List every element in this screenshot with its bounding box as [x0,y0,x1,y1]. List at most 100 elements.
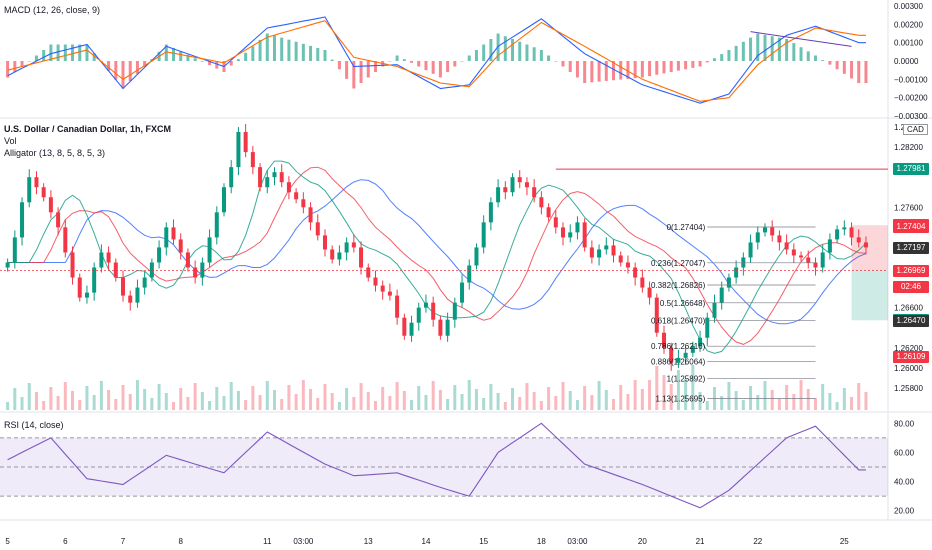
volume-bar [511,388,515,410]
macd-histogram-bar [345,61,349,79]
volume-bar [71,391,75,410]
volume-bar [785,385,789,410]
candle-body [113,262,118,278]
macd-histogram-bar [164,44,168,61]
candle-body [445,319,450,336]
volume-bar [474,389,478,410]
candle-body [193,267,198,278]
candle-body [488,202,493,223]
time-tick-label: 11 [263,537,272,546]
candle-body [460,282,465,303]
alligator-jaw [7,179,867,325]
candle-body [128,295,133,303]
macd-histogram-bar [143,61,147,67]
macd-histogram-bar [821,60,825,61]
candle-body [856,237,861,243]
macd-histogram-bar [85,44,89,61]
candle-body [669,347,674,363]
volume-bar [34,392,38,410]
time-tick-label: 22 [753,537,762,546]
macd-histogram-bar [554,61,558,62]
time-tick-label: 6 [63,537,68,546]
macd-histogram-bar [410,61,414,63]
fib-level-label: 0.5(1.26648) [660,299,706,308]
candle-body [99,252,104,268]
candle-body [185,252,190,268]
volume-bar [6,402,10,410]
alligator-teeth [7,166,867,345]
volume-bar [799,380,803,410]
volume-bar [294,394,298,410]
macd-histogram-bar [107,61,111,71]
volume-bar [604,390,608,410]
fib-level-label: 1.13(1.25695) [655,394,705,403]
macd-histogram-bar [799,47,803,61]
macd-histogram-bar [78,44,82,61]
macd-histogram-bar [280,37,284,61]
volume-bar [157,384,161,410]
macd-histogram-bar [402,59,406,61]
macd-histogram-bar [864,61,868,83]
volume-bar [265,381,269,410]
macd-histogram-bar [287,39,291,61]
fib-level-label: 0(1.27404) [667,223,706,232]
candle-body [70,252,75,278]
macd-histogram-bar [20,61,24,67]
volume-bar [806,389,810,410]
volume-bar [828,393,832,410]
time-tick-label: 13 [364,537,373,546]
rsi-line [7,422,866,509]
volume-bar [669,384,673,410]
macd-histogram-bar [244,52,248,61]
volume-bar [222,396,226,410]
macd-tick-label: −0.00300 [894,112,928,121]
volume-bar [770,390,774,410]
time-tick-label: 18 [537,537,546,546]
candle-body [12,237,17,263]
time-tick-label: 7 [121,537,126,546]
volume-bar [395,382,399,410]
volume-bar [208,401,212,410]
candle-body [524,182,529,188]
volume-bar [633,380,637,410]
currency-badge[interactable]: CAD [903,124,928,135]
candle-body [467,265,472,283]
volume-bar [330,393,334,410]
volume-bar [172,402,176,410]
candle-body [207,237,212,263]
candle-body [719,287,724,303]
macd-histogram-bar [539,50,543,61]
volume-bar [13,388,17,410]
alligator-label: Alligator (13, 8, 5, 8, 5, 3) [4,148,106,158]
candle-body [820,252,825,268]
axes: 5 6 7 8 11 03:00 13 14 15 18 03:00 20 21 22 25 [5,537,849,546]
macd-tick-label: 0.0000 [894,57,919,66]
candle-body [214,212,219,238]
macd-histogram-bar [749,37,753,61]
price-badge: 1.26109 [893,350,929,363]
candle-body [662,332,666,348]
volume-bar [835,402,839,410]
macd-tick-label: 0.00200 [894,20,923,29]
candle-body [387,291,392,296]
macd-histogram-bar [323,50,327,61]
macd-histogram-bar [626,61,630,79]
macd-histogram-bar [215,61,219,69]
volume-bar [244,400,248,410]
candle-body [647,287,652,298]
macd-histogram-bar [200,61,204,62]
signal-line [7,20,866,102]
volume-bar [698,392,702,410]
volume-bar [229,382,233,410]
candle-body [503,187,508,193]
macd-histogram-bar [777,37,781,61]
macd-histogram-bar [453,61,457,67]
candle-body [842,227,847,230]
macd-histogram-bar [388,61,392,62]
macd-histogram-bar [705,61,709,63]
volume-bar [316,398,320,410]
candle-body [164,227,169,248]
macd-histogram-bar [13,61,17,72]
candle-body [286,182,291,193]
